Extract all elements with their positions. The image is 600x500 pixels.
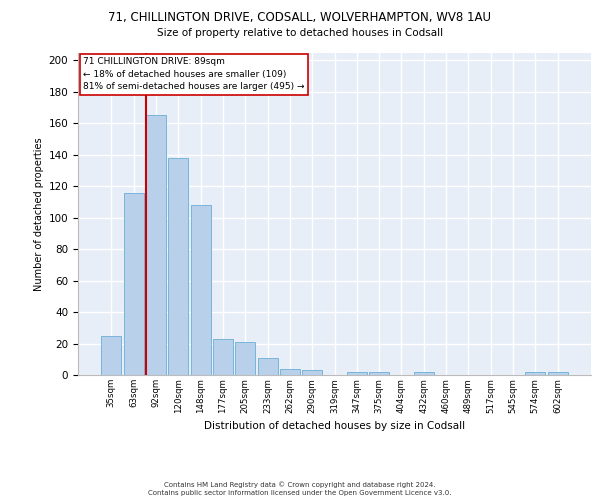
- Bar: [235, 342, 255, 375]
- Bar: [414, 372, 434, 375]
- Bar: [280, 368, 300, 375]
- Bar: [302, 370, 322, 375]
- X-axis label: Distribution of detached houses by size in Codsall: Distribution of detached houses by size …: [204, 421, 465, 431]
- Bar: [548, 372, 568, 375]
- Bar: [101, 336, 121, 375]
- Text: Contains HM Land Registry data © Crown copyright and database right 2024.
Contai: Contains HM Land Registry data © Crown c…: [148, 481, 452, 496]
- Bar: [369, 372, 389, 375]
- Bar: [525, 372, 545, 375]
- Text: Size of property relative to detached houses in Codsall: Size of property relative to detached ho…: [157, 28, 443, 38]
- Bar: [168, 158, 188, 375]
- Bar: [124, 192, 144, 375]
- Bar: [213, 339, 233, 375]
- Bar: [257, 358, 278, 375]
- Text: 71, CHILLINGTON DRIVE, CODSALL, WOLVERHAMPTON, WV8 1AU: 71, CHILLINGTON DRIVE, CODSALL, WOLVERHA…: [109, 11, 491, 24]
- Bar: [146, 116, 166, 375]
- Bar: [347, 372, 367, 375]
- Text: 71 CHILLINGTON DRIVE: 89sqm
← 18% of detached houses are smaller (109)
81% of se: 71 CHILLINGTON DRIVE: 89sqm ← 18% of det…: [83, 58, 305, 92]
- Y-axis label: Number of detached properties: Number of detached properties: [34, 137, 44, 290]
- Bar: [191, 205, 211, 375]
